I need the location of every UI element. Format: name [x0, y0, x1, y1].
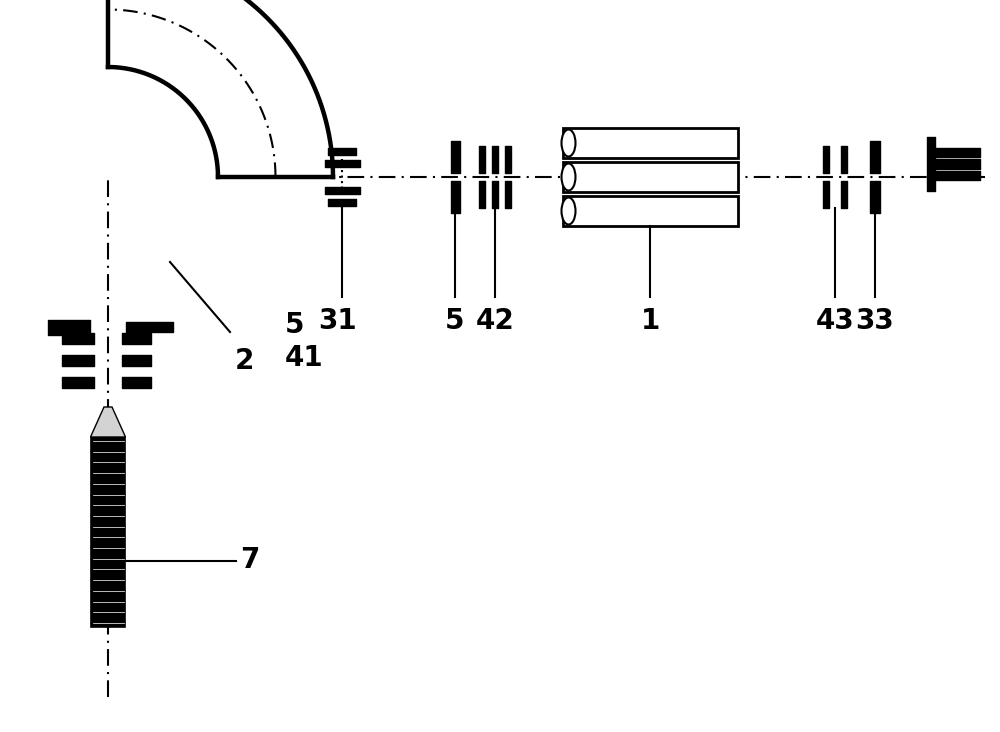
- Text: 42: 42: [476, 307, 514, 335]
- Ellipse shape: [562, 198, 576, 225]
- Ellipse shape: [562, 163, 576, 190]
- Text: 2: 2: [235, 347, 254, 375]
- Text: 41: 41: [285, 344, 324, 372]
- Bar: [562, 162, 738, 192]
- Polygon shape: [90, 407, 126, 437]
- Ellipse shape: [562, 130, 576, 157]
- Text: 33: 33: [856, 307, 894, 335]
- Text: 5: 5: [445, 307, 465, 335]
- Bar: [562, 196, 738, 226]
- Text: 1: 1: [640, 307, 660, 335]
- Text: 7: 7: [241, 547, 260, 575]
- Text: 31: 31: [318, 307, 356, 335]
- Bar: [90, 437, 126, 627]
- Text: 5: 5: [285, 311, 304, 339]
- Bar: [562, 128, 738, 158]
- Text: 43: 43: [816, 307, 854, 335]
